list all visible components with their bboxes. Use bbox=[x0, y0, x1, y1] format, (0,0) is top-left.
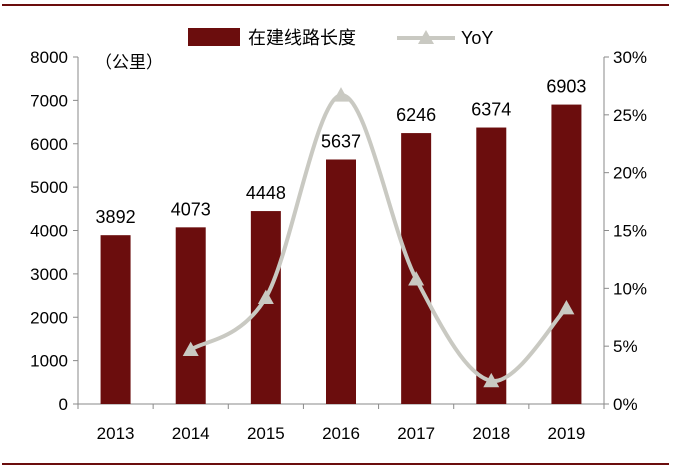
left-axis-tick-label: 5000 bbox=[30, 178, 68, 197]
yoy-point bbox=[182, 341, 199, 357]
right-axis-tick-label: 10% bbox=[613, 279, 647, 298]
left-axis-tick-label: 7000 bbox=[30, 91, 68, 110]
x-axis-tick-label: 2014 bbox=[172, 424, 210, 443]
yoy-line bbox=[189, 93, 568, 383]
top-border-line bbox=[2, 4, 669, 6]
x-axis-tick-label: 2017 bbox=[397, 424, 435, 443]
yoy-point bbox=[408, 271, 425, 286]
bar-2019 bbox=[551, 104, 582, 405]
yoy-point bbox=[483, 372, 500, 388]
bar-data-label: 4073 bbox=[171, 199, 211, 219]
yoy-point bbox=[558, 299, 575, 315]
labels-layer: 3892 4073 4448 5637 6246 6374 6903 bbox=[96, 77, 587, 228]
legend-marker-triangle bbox=[418, 30, 434, 44]
bar-2016 bbox=[326, 159, 356, 404]
left-axis-tick-label: 1000 bbox=[30, 352, 68, 371]
right-axis-tick-label: 0% bbox=[613, 395, 638, 414]
unit-label: （公里） bbox=[95, 53, 163, 72]
bar-2017 bbox=[401, 133, 432, 404]
right-axis-tick-label: 20% bbox=[613, 164, 647, 183]
x-axis-tick-label: 2018 bbox=[472, 424, 510, 443]
bar-data-label: 4448 bbox=[246, 183, 286, 203]
legend: 在建线路长度 YoY bbox=[188, 28, 493, 48]
left-axis-tick-label: 3000 bbox=[30, 265, 68, 284]
bar-2014 bbox=[175, 227, 206, 404]
bar-2018 bbox=[476, 127, 507, 405]
yoy-line-layer bbox=[182, 87, 575, 388]
right-axis-tick-label: 15% bbox=[613, 222, 647, 241]
left-axis-tick-label: 6000 bbox=[30, 135, 68, 154]
bar-data-label: 6374 bbox=[471, 100, 511, 120]
legend-label-bar: 在建线路长度 bbox=[248, 28, 356, 48]
axes-layer: 0 1000 2000 3000 4000 5000 6000 7000 8000 0% 5% 10%… bbox=[30, 48, 647, 443]
left-axis-tick-label: 4000 bbox=[30, 222, 68, 241]
x-axis-tick-label: 2019 bbox=[548, 424, 586, 443]
right-axis-tick-label: 30% bbox=[613, 48, 647, 67]
x-axis-tick-label: 2013 bbox=[97, 424, 135, 443]
x-axis-tick-label: 2016 bbox=[322, 424, 360, 443]
bar-data-label: 5637 bbox=[321, 131, 361, 151]
left-axis-tick-label: 8000 bbox=[30, 48, 68, 67]
left-axis-tick-label: 0 bbox=[59, 395, 68, 414]
yoy-point bbox=[257, 289, 274, 304]
legend-swatch-bar bbox=[188, 28, 240, 46]
yoy-point bbox=[333, 87, 349, 102]
bar-data-label: 6246 bbox=[396, 105, 436, 125]
x-axis-tick-label: 2015 bbox=[247, 424, 285, 443]
bar-2013 bbox=[100, 235, 131, 404]
legend-label-line: YoY bbox=[461, 28, 493, 48]
left-axis-tick-label: 2000 bbox=[30, 308, 68, 327]
bar-data-label: 6903 bbox=[546, 77, 586, 97]
bottom-border-line bbox=[2, 463, 669, 465]
right-axis-tick-label: 5% bbox=[613, 337, 638, 356]
bars-layer bbox=[100, 104, 582, 405]
right-axis-tick-label: 25% bbox=[613, 106, 647, 125]
bar-data-label: 3892 bbox=[96, 207, 136, 227]
bar-2015 bbox=[250, 211, 281, 404]
